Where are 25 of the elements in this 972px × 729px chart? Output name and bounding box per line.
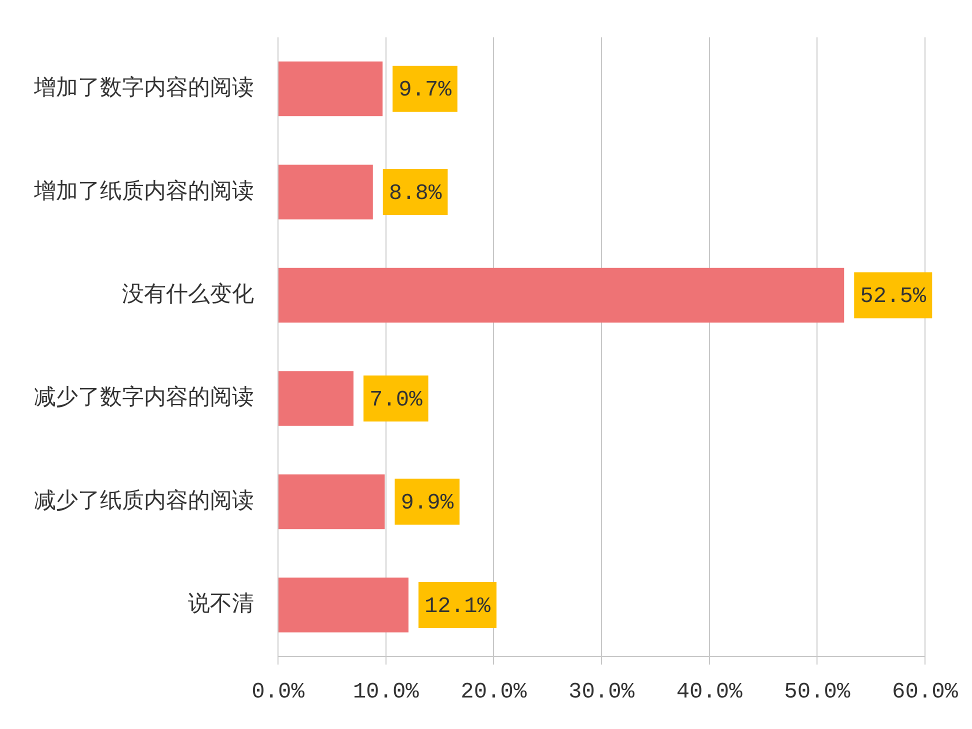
x-tick-label: 0.0%: [252, 680, 306, 705]
y-tick-label: 没有什么变化: [122, 282, 254, 307]
x-tick-label: 30.0%: [568, 680, 636, 705]
x-tick-label: 50.0%: [784, 680, 851, 705]
bar: [278, 474, 385, 530]
data-label: 9.7%: [398, 78, 452, 103]
x-tick-label: 20.0%: [460, 680, 528, 705]
bar: [278, 268, 844, 323]
data-label: 7.0%: [369, 387, 424, 412]
x-tick-label: 10.0%: [352, 680, 420, 705]
data-label: 52.5%: [860, 284, 927, 310]
y-tick-label: 增加了纸质内容的阅读: [33, 178, 254, 204]
bar: [278, 371, 354, 426]
data-label: 12.1%: [424, 594, 492, 619]
bar: [278, 578, 408, 632]
bar: [278, 61, 383, 116]
x-tick-label: 40.0%: [676, 680, 744, 705]
data-label: 9.9%: [400, 490, 454, 516]
x-tick-label: 60.0%: [892, 680, 959, 705]
y-tick-label: 增加了数字内容的阅读: [33, 76, 254, 101]
data-label: 8.8%: [388, 180, 442, 206]
y-tick-label: 减少了数字内容的阅读: [34, 385, 254, 410]
y-tick-label: 减少了纸质内容的阅读: [34, 488, 254, 514]
bar: [278, 164, 373, 220]
y-tick-label: 说不清: [188, 592, 254, 617]
